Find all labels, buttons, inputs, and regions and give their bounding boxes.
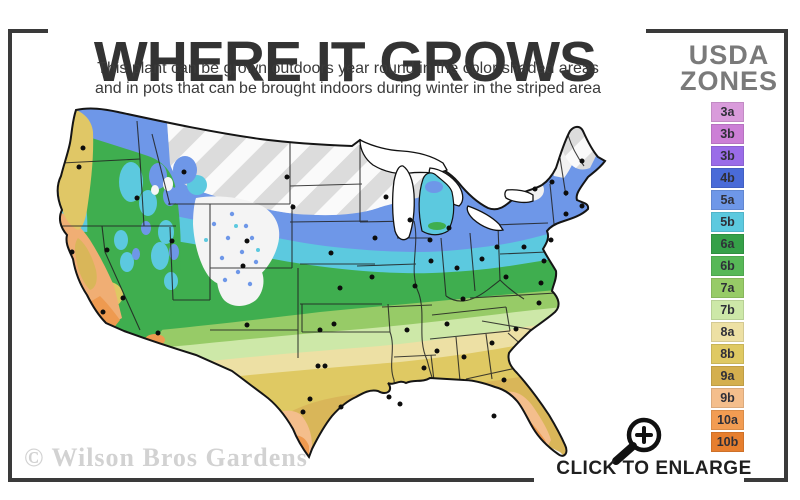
legend-zone-label: 5b: [720, 215, 735, 229]
legend-heading: USDA ZONES: [666, 40, 792, 96]
legend-heading-line-2: ZONES: [679, 66, 778, 96]
frame-top-right: [646, 29, 788, 33]
legend-swatch-5a: 5a: [711, 190, 744, 210]
legend-zone-label: 7b: [720, 303, 735, 317]
click-to-enlarge-label[interactable]: CLICK TO ENLARGE: [556, 458, 752, 479]
legend-zone-label: 9a: [720, 369, 735, 383]
frame-right: [784, 29, 788, 482]
legend-swatch-8a: 8a: [711, 322, 744, 342]
legend-swatch-9b: 9b: [711, 388, 744, 408]
legend-zone-label: 3a: [720, 105, 735, 119]
us-outline: [56, 107, 607, 460]
legend-swatch-6b: 6b: [711, 256, 744, 276]
legend-swatch-3a: 3a: [711, 102, 744, 122]
legend-zone-label: 6b: [720, 259, 735, 273]
legend-swatch-7a: 7a: [711, 278, 744, 298]
legend-zone-label: 4b: [720, 171, 735, 185]
legend-swatch-10b: 10b: [711, 432, 744, 452]
michigan-mitt: [418, 172, 455, 236]
legend-swatch-9a: 9a: [711, 366, 744, 386]
frame-bottom-left: [8, 478, 534, 482]
page-title: WHERE IT GROWS: [93, 30, 597, 95]
legend-zone-label: 10b: [716, 435, 739, 449]
legend-swatch-10a: 10a: [711, 410, 744, 430]
legend-zone-label: 9b: [720, 391, 735, 405]
city-dots: [69, 145, 585, 419]
maine-striped-area: [559, 124, 596, 170]
legend-zone-label: 3b: [720, 149, 735, 163]
frame-left: [8, 29, 12, 482]
legend-zone-label: 7a: [720, 281, 735, 295]
state-borders: [58, 120, 585, 395]
legend-zone-label: 8a: [720, 325, 735, 339]
legend-swatch-7b: 7b: [711, 300, 744, 320]
legend-zone-label: 3b: [720, 127, 735, 141]
great-lakes: [359, 138, 534, 241]
legend-zone-label: 5a: [720, 193, 735, 207]
magnifier-plus-icon[interactable]: [608, 409, 678, 465]
rockies-white-area: [193, 196, 280, 306]
watermark: © Wilson Bros Gardens: [24, 443, 308, 472]
legend-zone-label: 10a: [717, 413, 738, 427]
legend-swatch-6a: 6a: [711, 234, 744, 254]
subtitle-line-1: This plant can be grown outdoors year ro…: [97, 60, 599, 77]
legend-zone-label: 8b: [720, 347, 735, 361]
legend-swatch-4b: 4b: [711, 168, 744, 188]
legend-zone-list: 3a 3b 3b 4b 5a 5b 6a 6b 7a 7b 8a 8b 9a 9…: [711, 102, 744, 454]
legend-zone-label: 6a: [720, 237, 735, 251]
legend-swatch-8b: 8b: [711, 344, 744, 364]
click-to-enlarge-button[interactable]: CLICK TO ENLARGE: [540, 395, 768, 485]
legend-swatch-3b: 3b: [711, 124, 744, 144]
legend-swatch-5b: 5b: [711, 212, 744, 232]
frame-bottom-right: [744, 478, 788, 482]
subtitle: This plant can be grown outdoors year ro…: [30, 59, 666, 99]
frame-top-left: [8, 29, 48, 33]
subtitle-line-2: and in pots that can be brought indoors …: [94, 80, 602, 97]
legend-swatch-3b-2: 3b: [711, 146, 744, 166]
legend-heading-line-1: USDA: [688, 40, 770, 70]
